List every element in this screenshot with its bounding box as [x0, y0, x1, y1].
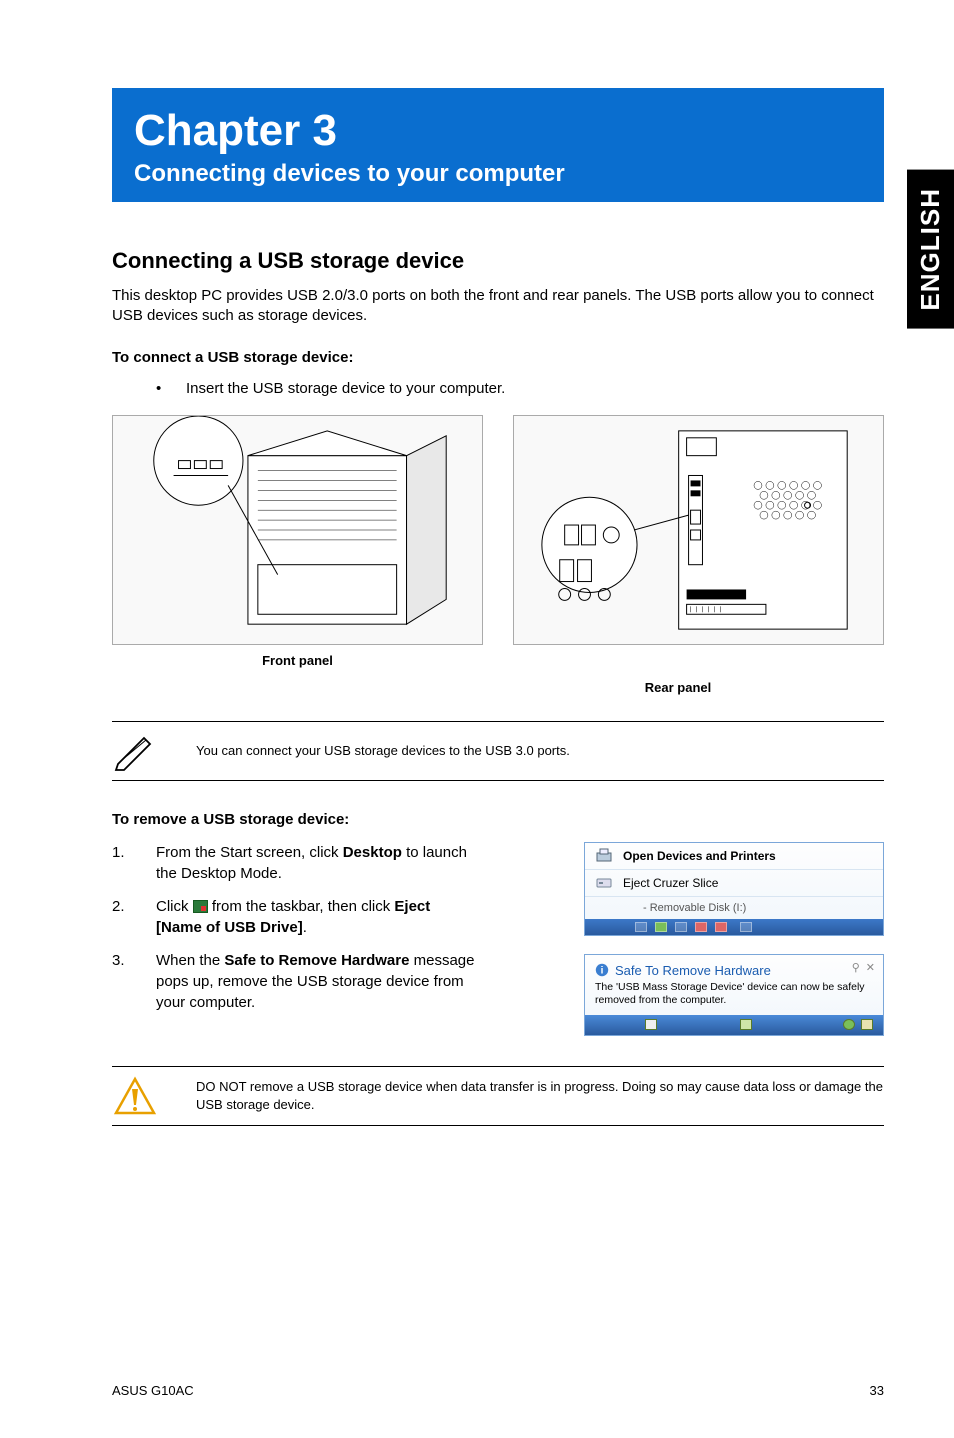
front-panel-caption: Front panel [262, 653, 333, 668]
tray-open-devices[interactable]: Open Devices and Printers [585, 843, 883, 870]
connect-heading: To connect a USB storage device: [112, 349, 884, 366]
connect-list: Insert the USB storage device to your co… [156, 380, 884, 397]
chapter-title: Chapter 3 [134, 106, 862, 156]
step-text: from the taskbar, then click [208, 898, 395, 915]
warning-text: DO NOT remove a USB storage device when … [196, 1078, 884, 1113]
drive-icon [595, 875, 613, 891]
rear-panel-image [513, 415, 884, 645]
balloon-title-row: i Safe To Remove Hardware [595, 963, 873, 978]
step-2: 2. Click from the taskbar, then click Ej… [112, 896, 564, 938]
step-bold: Safe to Remove Hardware [224, 952, 409, 969]
chapter-banner: Chapter 3 Connecting devices to your com… [112, 88, 884, 202]
tray-usb-icon [193, 900, 208, 913]
printer-icon [595, 848, 613, 864]
rear-panel-figure [513, 415, 884, 645]
tray-removable-label: - Removable Disk (I:) [643, 902, 746, 914]
remove-steps: 1. From the Start screen, click Desktop … [112, 842, 564, 1013]
svg-text:i: i [601, 966, 604, 977]
tray-eject[interactable]: Eject Cruzer Slice [585, 870, 883, 897]
step-bold: Desktop [343, 844, 402, 861]
step-1: 1. From the Start screen, click Desktop … [112, 842, 564, 884]
chapter-subtitle: Connecting devices to your computer [134, 160, 862, 188]
info-icon: i [595, 963, 609, 977]
step-num: 1. [112, 842, 156, 884]
tray-taskbar [585, 919, 883, 935]
tray-menu: Open Devices and Printers Eject Cruzer S… [584, 842, 884, 936]
step-num: 2. [112, 896, 156, 938]
footer-page-number: 33 [870, 1383, 884, 1398]
step-text: . [303, 919, 307, 936]
footer-model: ASUS G10AC [112, 1383, 194, 1398]
front-panel-figure: Front panel [112, 415, 483, 668]
step-text: When the [156, 952, 224, 969]
balloon-close-icon[interactable]: ✕ [866, 961, 875, 974]
note-usb3: You can connect your USB storage devices… [112, 721, 884, 781]
step-3: 3. When the Safe to Remove Hardware mess… [112, 950, 564, 1013]
balloon-title-text: Safe To Remove Hardware [615, 963, 771, 978]
step-text: Click [156, 898, 193, 915]
panel-images-row: Front panel [112, 415, 884, 668]
step-text: From the Start screen, click [156, 844, 343, 861]
balloon-safe-remove: ⚲ ✕ i Safe To Remove Hardware The 'USB M… [584, 954, 884, 1036]
note-usb3-text: You can connect your USB storage devices… [196, 742, 570, 760]
page-footer: ASUS G10AC 33 [112, 1383, 884, 1398]
balloon-controls: ⚲ ✕ [852, 961, 875, 974]
intro-text: This desktop PC provides USB 2.0/3.0 por… [112, 286, 884, 327]
connect-bullet: Insert the USB storage device to your co… [156, 380, 884, 397]
tray-removable[interactable]: - Removable Disk (I:) [585, 897, 883, 919]
remove-heading: To remove a USB storage device: [112, 811, 884, 828]
warning-icon [112, 1075, 158, 1117]
step-num: 3. [112, 950, 156, 1013]
warning-note: DO NOT remove a USB storage device when … [112, 1066, 884, 1126]
tray-eject-label: Eject Cruzer Slice [623, 876, 718, 890]
section-heading: Connecting a USB storage device [112, 248, 884, 274]
balloon-taskbar [585, 1015, 883, 1035]
pencil-icon [112, 730, 158, 772]
language-tab: ENGLISH [907, 170, 954, 329]
balloon-pin-icon[interactable]: ⚲ [852, 961, 860, 974]
balloon-body-text: The 'USB Mass Storage Device' device can… [595, 981, 873, 1015]
tray-open-label: Open Devices and Printers [623, 849, 776, 863]
front-panel-image [112, 415, 483, 645]
rear-panel-caption: Rear panel [472, 680, 884, 695]
